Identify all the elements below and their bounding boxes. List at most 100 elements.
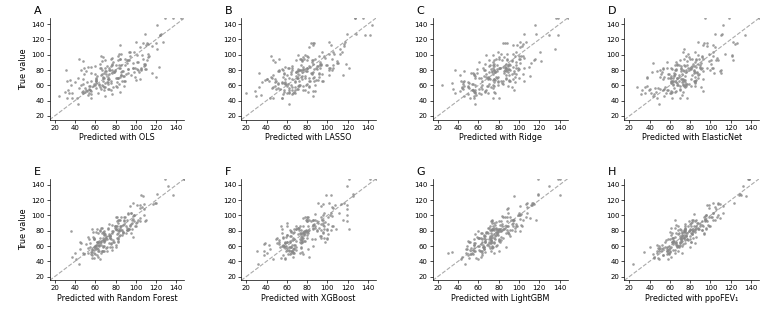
Point	[529, 23, 541, 28]
Point	[712, 201, 724, 206]
Point	[333, 46, 346, 51]
Point	[507, 65, 519, 70]
Point	[95, 248, 108, 253]
Point	[104, 233, 116, 238]
Point	[700, 65, 713, 71]
Point	[673, 231, 685, 236]
Point	[688, 63, 700, 68]
Point	[464, 251, 476, 256]
Point	[140, 57, 153, 63]
Point	[688, 68, 700, 73]
Point	[124, 72, 137, 78]
Point	[150, 200, 163, 205]
Point	[267, 72, 279, 78]
Point	[469, 89, 481, 94]
Point	[496, 57, 508, 62]
Point	[676, 243, 688, 248]
Point	[88, 251, 100, 256]
Point	[497, 40, 510, 46]
Point	[677, 90, 689, 95]
Point	[283, 233, 295, 238]
Point	[467, 87, 479, 92]
Point	[78, 72, 90, 77]
Point	[83, 87, 95, 92]
Point	[265, 53, 277, 59]
Point	[281, 224, 293, 229]
Point	[76, 89, 88, 94]
Point	[737, 183, 749, 189]
Point	[482, 70, 494, 75]
Point	[289, 244, 301, 249]
Point	[504, 233, 516, 238]
Point	[273, 237, 285, 242]
Point	[495, 235, 507, 240]
Point	[642, 88, 655, 93]
Point	[679, 238, 691, 243]
Point	[488, 250, 501, 256]
Point	[508, 88, 520, 93]
Point	[94, 84, 106, 90]
Point	[680, 82, 692, 87]
Point	[694, 224, 707, 229]
Point	[91, 74, 103, 79]
Point	[680, 233, 692, 238]
Point	[166, 192, 179, 197]
Point	[140, 42, 152, 47]
Point	[478, 244, 491, 250]
Point	[124, 231, 137, 236]
Point	[103, 86, 115, 91]
Point	[309, 225, 321, 230]
X-axis label: Predicted with OLS: Predicted with OLS	[79, 133, 155, 142]
Point	[82, 92, 94, 97]
Point	[497, 78, 509, 83]
Point	[684, 245, 696, 250]
Point	[668, 71, 681, 76]
Point	[312, 77, 324, 82]
Point	[307, 217, 319, 222]
Point	[82, 235, 94, 240]
Point	[124, 54, 136, 59]
Point	[716, 31, 729, 37]
Point	[690, 57, 702, 62]
Point	[325, 210, 337, 215]
Point	[130, 78, 142, 83]
Point	[87, 235, 99, 240]
Point	[491, 50, 504, 55]
Point	[698, 231, 710, 236]
Point	[481, 241, 494, 247]
Point	[291, 247, 303, 253]
Point	[288, 251, 300, 256]
Point	[518, 66, 530, 71]
Point	[97, 244, 109, 249]
Point	[488, 240, 501, 246]
Point	[122, 66, 134, 72]
Point	[485, 241, 497, 246]
Point	[326, 213, 338, 218]
Point	[658, 74, 670, 79]
Point	[482, 231, 494, 236]
Point	[671, 62, 683, 68]
Point	[695, 67, 707, 72]
Point	[507, 217, 520, 222]
Point	[504, 217, 517, 222]
Point	[655, 72, 667, 77]
Point	[647, 60, 659, 66]
Point	[687, 223, 700, 228]
Point	[99, 57, 111, 62]
Point	[292, 86, 304, 91]
Point	[468, 236, 480, 242]
Point	[311, 67, 323, 72]
Point	[314, 61, 326, 66]
Point	[664, 245, 676, 250]
Point	[468, 76, 481, 81]
Point	[483, 226, 495, 231]
Point	[672, 243, 684, 249]
Point	[665, 88, 677, 93]
Point	[94, 256, 106, 261]
Point	[302, 90, 314, 95]
Point	[483, 243, 495, 249]
Text: E: E	[34, 167, 40, 176]
Point	[288, 245, 301, 250]
Point	[93, 239, 105, 244]
Point	[526, 200, 539, 205]
